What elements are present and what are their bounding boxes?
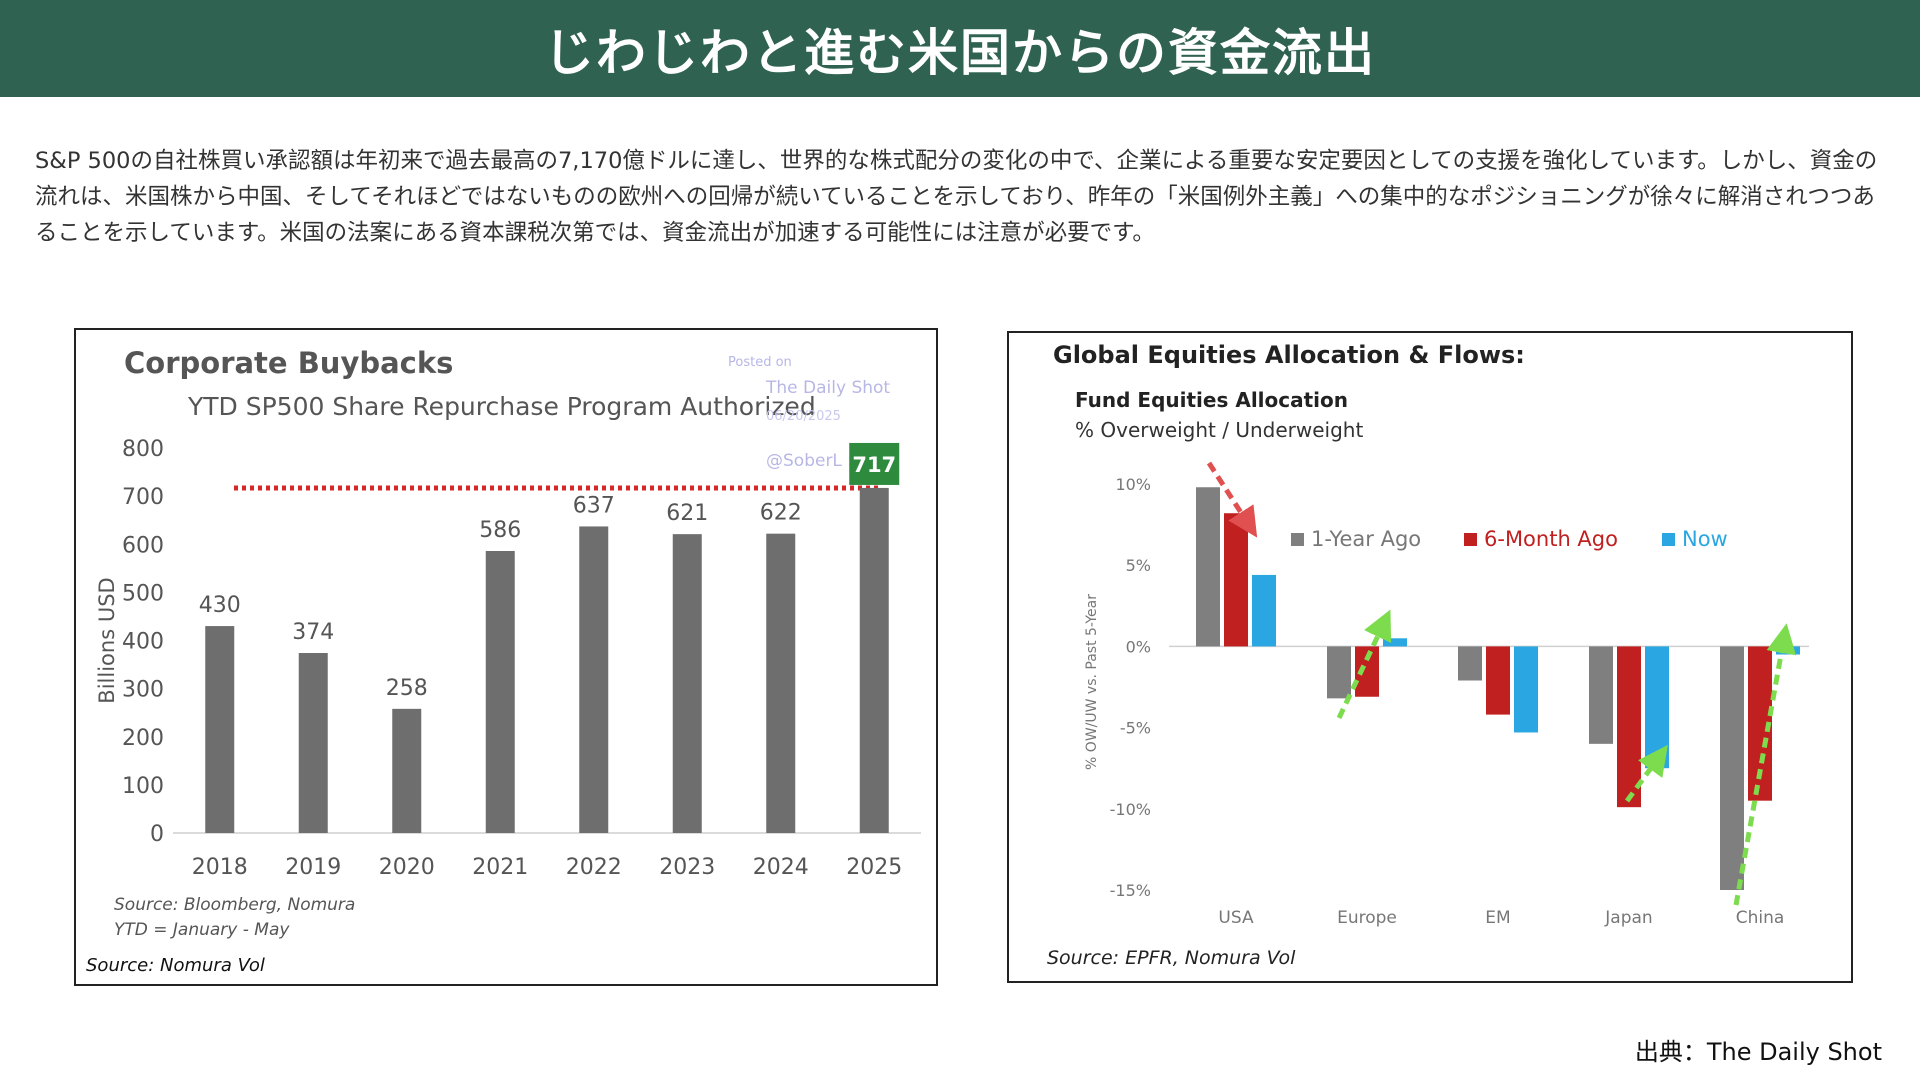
bar-2025	[859, 487, 889, 833]
chart-title: Corporate Buybacks	[124, 346, 453, 380]
up-arrow-europe	[1336, 609, 1392, 720]
page-title: じわじわと進む米国からの資金流出	[544, 23, 1376, 82]
legend-label: 6-Month Ago	[1484, 527, 1618, 551]
x-tick-label: Japan	[1604, 908, 1652, 928]
x-tick-label: 2021	[472, 855, 528, 880]
x-tick-label: 2023	[659, 855, 715, 880]
y-tick-label: 500	[122, 581, 164, 606]
legend-swatch	[1464, 533, 1477, 546]
watermark-site: The Daily Shot	[765, 378, 890, 398]
data-label: 374	[292, 620, 334, 645]
bar-2022	[579, 526, 609, 833]
x-tick-label: 2024	[753, 855, 809, 880]
bar-2023	[672, 534, 702, 833]
x-tick-label: 2019	[285, 855, 341, 880]
legend-label: 1-Year Ago	[1311, 527, 1421, 551]
chart-subtitle-2: % Overweight / Underweight	[1075, 418, 1363, 442]
watermark-posted: Posted on	[728, 355, 792, 370]
y-tick-label: 800	[122, 437, 164, 462]
bar-2018	[205, 626, 235, 833]
chart-title: Global Equities Allocation & Flows:	[1053, 341, 1525, 369]
allocation-chart-panel: Global Equities Allocation & Flows: Fund …	[1007, 331, 1853, 983]
y-tick-label: 700	[122, 485, 164, 510]
legend-swatch	[1662, 533, 1675, 546]
y-tick-label: -15%	[1110, 881, 1151, 900]
bar-2019	[298, 653, 328, 833]
bar-2024	[766, 533, 796, 833]
chart-note-source: Source: Bloomberg, Nomura	[114, 895, 355, 915]
bar-Japan-Now	[1645, 646, 1669, 769]
data-label: 586	[479, 518, 521, 543]
bar-EM-Now	[1514, 646, 1538, 733]
bar-EM-1-Year Ago	[1458, 646, 1482, 681]
y-tick-label: 400	[122, 630, 164, 655]
bar-EM-6-Month Ago	[1486, 646, 1510, 715]
y-tick-label: -5%	[1120, 719, 1151, 738]
data-label: 622	[760, 501, 802, 526]
y-tick-label: 10%	[1115, 475, 1151, 494]
bar-2020	[392, 708, 422, 833]
bar-Japan-6-Month Ago	[1617, 646, 1641, 808]
y-tick-label: 200	[122, 726, 164, 751]
x-tick-label: 2022	[566, 855, 622, 880]
x-tick-label: Europe	[1337, 908, 1397, 928]
y-tick-label: 5%	[1126, 556, 1151, 575]
bar-China-1-Year Ago	[1720, 646, 1744, 890]
intro-paragraph: S&P 500の自社株買い承認額は年初来で過去最高の7,170億ドルに達し、世界…	[35, 148, 1878, 246]
chart-subtitle: Fund Equities Allocation	[1075, 388, 1348, 412]
chart-source: Source: Nomura Vol	[86, 955, 265, 976]
y-tick-label: 0%	[1126, 637, 1151, 656]
y-axis-label: % OW/UW vs. Past 5-Year	[1084, 594, 1100, 770]
watermark-date: 06/20/2025	[766, 409, 841, 424]
watermark-handle: @SoberL	[766, 451, 842, 471]
data-label: 621	[666, 501, 708, 526]
bar-2021	[485, 550, 515, 833]
y-tick-label: 0	[150, 822, 164, 847]
data-label: 258	[386, 676, 428, 701]
x-tick-label: EM	[1485, 908, 1510, 928]
x-tick-label: USA	[1218, 908, 1254, 928]
x-tick-label: 2018	[192, 855, 248, 880]
down-arrow-usa	[1206, 461, 1258, 538]
bar-USA-Now	[1252, 574, 1276, 647]
legend-label: Now	[1682, 527, 1728, 551]
bar-Europe-1-Year Ago	[1327, 646, 1351, 699]
y-axis-label: Billions USD	[95, 577, 119, 703]
y-tick-label: 600	[122, 533, 164, 558]
up-arrow-china	[1733, 623, 1797, 906]
bar-Europe-Now	[1383, 638, 1407, 647]
allocation-chart: Global Equities Allocation & Flows: Fund …	[1047, 341, 1809, 969]
data-label: 430	[199, 593, 241, 618]
bar-Japan-1-Year Ago	[1589, 646, 1613, 744]
x-tick-label: China	[1736, 908, 1785, 928]
bar-USA-1-Year Ago	[1196, 487, 1220, 647]
data-label: 637	[573, 493, 615, 518]
highlight-label-box	[849, 442, 900, 485]
y-tick-label: 300	[122, 678, 164, 703]
chart-source: Source: EPFR, Nomura Vol	[1047, 947, 1296, 969]
bar-USA-6-Month Ago	[1224, 513, 1248, 647]
source-credit: 出典：The Daily Shot	[1634, 1038, 1882, 1066]
data-label-highlight: 717	[852, 453, 896, 477]
chart-subtitle: YTD SP500 Share Repurchase Program Autho…	[187, 392, 816, 421]
legend-swatch	[1291, 533, 1304, 546]
y-tick-label: -10%	[1110, 800, 1151, 819]
chart-note-ytd: YTD = January - May	[114, 920, 290, 940]
buybacks-chart-panel: Corporate Buybacks YTD SP500 Share Repurc…	[74, 328, 938, 986]
buybacks-chart: Corporate Buybacks YTD SP500 Share Repurc…	[86, 346, 921, 976]
x-tick-label: 2020	[379, 855, 435, 880]
up-arrow-japan	[1624, 744, 1668, 803]
x-tick-label: 2025	[846, 855, 902, 880]
y-tick-label: 100	[122, 774, 164, 799]
title-bar: じわじわと進む米国からの資金流出	[0, 0, 1920, 97]
